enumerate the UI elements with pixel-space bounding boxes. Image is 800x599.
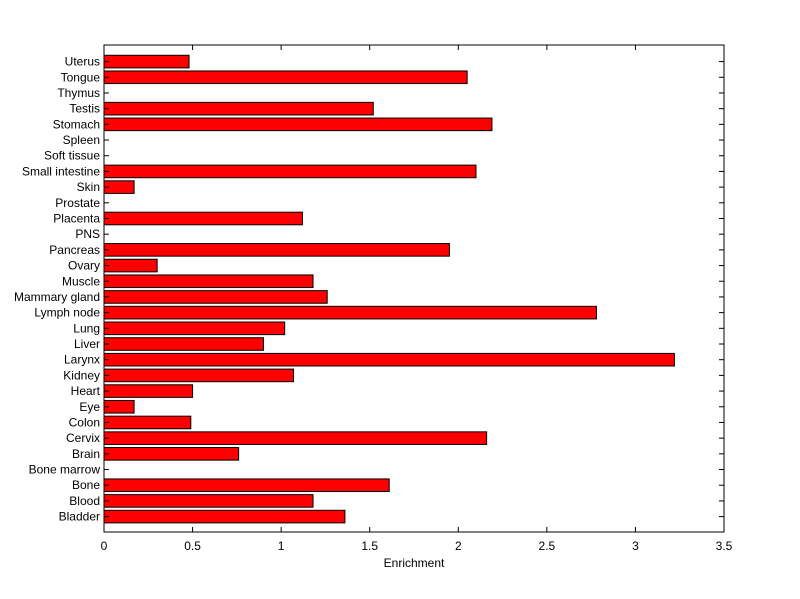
- y-tick-label: Ovary: [68, 259, 100, 273]
- y-tick-label: Kidney: [63, 368, 100, 382]
- bars-group: [103, 54, 675, 524]
- bar-liver: [103, 337, 264, 351]
- y-tick-label: Brain: [72, 447, 100, 461]
- bar-kidney: [103, 368, 295, 383]
- x-tick-label: 3: [632, 539, 639, 553]
- x-tick-label: 2: [455, 539, 462, 553]
- bar-testis: [103, 101, 374, 116]
- y-tick-label: Eye: [79, 400, 100, 414]
- y-tick-label: Heart: [71, 384, 101, 398]
- bar-heart: [103, 384, 194, 398]
- y-tick-label: Prostate: [55, 196, 100, 210]
- y-tick-label: Colon: [69, 415, 100, 429]
- bar-uterus: [103, 54, 190, 69]
- x-axis-label: Enrichment: [384, 556, 445, 570]
- bar-blood: [103, 494, 314, 508]
- x-tick-label: 1.5: [361, 539, 378, 553]
- x-tick-label: 0.5: [184, 539, 201, 553]
- y-tick-label: Skin: [77, 180, 100, 194]
- bar-lung: [103, 321, 286, 336]
- bar-larynx: [103, 352, 675, 367]
- y-tick-label: Spleen: [63, 133, 100, 147]
- y-tick-label: Bone: [72, 478, 100, 492]
- y-tick-label: Pancreas: [49, 243, 100, 257]
- bar-bladder: [103, 509, 346, 524]
- y-tick-label: Small intestine: [22, 164, 100, 178]
- y-tick-label: Soft tissue: [44, 149, 100, 163]
- bar-lymph-node: [103, 305, 597, 320]
- y-tick-label: Lung: [73, 321, 100, 335]
- y-tick-label: Testis: [69, 102, 100, 116]
- y-tick-label: Blood: [69, 494, 100, 508]
- y-tick-label: Bone marrow: [29, 463, 101, 477]
- bar-muscle: [103, 274, 314, 289]
- bar-placenta: [103, 211, 303, 226]
- y-tick-label: Tongue: [61, 70, 101, 84]
- y-tick-label: Lymph node: [34, 306, 100, 320]
- y-tick-label: Placenta: [53, 211, 100, 225]
- y-tick-label: Muscle: [62, 274, 100, 288]
- y-tick-label: Bladder: [59, 510, 100, 524]
- bar-pancreas: [103, 243, 450, 257]
- y-tick-label: Stomach: [53, 117, 100, 131]
- bar-mammary-gland: [103, 290, 328, 304]
- bar-bone: [103, 478, 390, 493]
- y-tick-label: Mammary gland: [14, 290, 100, 304]
- x-ticks-group: 0 0.5 1 1.5 2 2.5 3 3.5: [101, 45, 733, 553]
- bar-ovary: [103, 258, 158, 273]
- bar-stomach: [103, 117, 493, 132]
- y-tick-label: Larynx: [64, 353, 100, 367]
- y-tick-label: Uterus: [65, 55, 100, 69]
- x-tick-label: 2.5: [539, 539, 556, 553]
- bar-tongue: [103, 70, 468, 85]
- x-tick-label: 1: [278, 539, 285, 553]
- y-tick-label: Cervix: [66, 431, 100, 445]
- bar-cervix: [103, 431, 488, 445]
- y-tick-label: PNS: [75, 227, 100, 241]
- y-tick-label: Thymus: [57, 86, 100, 100]
- bar-small-intestine: [103, 164, 477, 179]
- plot-frame: [103, 44, 725, 533]
- y-tick-label: Liver: [74, 337, 100, 351]
- x-tick-label: 0: [101, 539, 108, 553]
- bar-colon: [103, 415, 192, 430]
- bar-brain: [103, 447, 240, 461]
- x-tick-label: 3.5: [716, 539, 733, 553]
